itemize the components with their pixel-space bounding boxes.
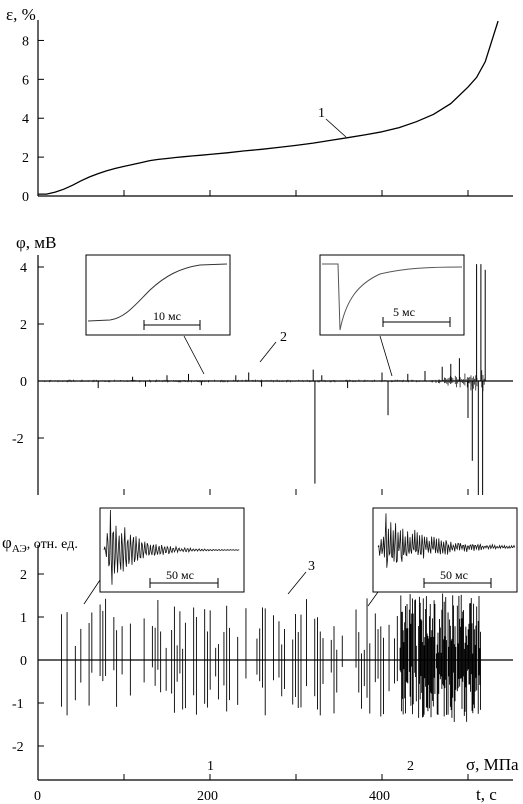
inset-right-scale-label: 5 мс [393, 305, 415, 319]
acoustic-y-tick-label: -1 [12, 697, 24, 712]
acoustic-inset-right: 50 мс [367, 507, 518, 607]
panel-strain: 0 2 4 6 8 ε, % 1 [6, 5, 513, 205]
strain-curve-label: 1 [318, 106, 325, 121]
sigma-tick-label: 2 [407, 759, 414, 774]
potential-inset-left: 10 мс [85, 254, 231, 375]
panel-potential: -2 0 2 4 φ, мВ 2 10 мс 5 мс [12, 233, 513, 495]
potential-y-title: φ, мВ [16, 233, 56, 252]
strain-curve [38, 20, 499, 195]
ae-inset-left-scale-label: 50 мс [166, 568, 194, 582]
time-x-tick-label: 0 [34, 789, 41, 804]
time-axis-title: t, с [476, 785, 497, 804]
potential-curve-label: 2 [280, 330, 287, 345]
acoustic-y-tick-label: 1 [20, 611, 27, 626]
acoustic-curve-leader [287, 571, 307, 595]
time-x-tick-label: 200 [197, 789, 218, 804]
acoustic-curve-label: 3 [308, 559, 315, 574]
inset-right-pointer [379, 335, 393, 377]
inset-right-trace [322, 263, 463, 331]
potential-curve-leader [259, 341, 277, 363]
sigma-axis-title: σ, МПа [466, 755, 519, 774]
strain-y-tick-label: 6 [22, 73, 29, 88]
acoustic-inset-left: 50 мс [83, 507, 245, 605]
potential-y-tick-label: 4 [20, 261, 27, 276]
strain-y-tick-label: 0 [22, 190, 29, 205]
ae-inset-right-wave [377, 513, 516, 568]
inset-left-trace [87, 263, 228, 322]
potential-y-tick-label: -2 [12, 432, 24, 447]
acoustic-y-title-suffix: , отн. ед. [27, 537, 78, 552]
acoustic-y-tick-label: 0 [20, 654, 27, 669]
potential-y-tick-label: 2 [20, 318, 27, 333]
acoustic-y-tick-label: -2 [12, 740, 24, 755]
sigma-tick-label: 1 [207, 759, 214, 774]
potential-y-tick-label: 0 [20, 375, 27, 390]
ae-inset-left-pointer [83, 579, 101, 605]
inset-left-pointer [183, 335, 205, 375]
strain-y-tick-label: 4 [22, 112, 29, 127]
strain-y-title: ε, % [6, 5, 36, 24]
ae-inset-right-scale-label: 50 мс [440, 568, 468, 582]
acoustic-y-title: φАЭ, отн. ед. [2, 533, 78, 555]
potential-inset-right: 5 мс [319, 254, 465, 377]
acoustic-y-title-sub: АЭ [12, 543, 27, 555]
strain-curve-leader [325, 118, 347, 138]
strain-y-tick-label: 8 [22, 34, 29, 49]
acoustic-y-tick-label: 2 [20, 568, 27, 583]
acoustic-bursts [61, 593, 482, 722]
ae-inset-left-wave [103, 509, 240, 585]
inset-left-scale-label: 10 мс [153, 309, 181, 323]
ae-inset-right-pointer [367, 591, 379, 607]
strain-y-tick-label: 2 [22, 151, 29, 166]
time-x-tick-label: 400 [369, 789, 390, 804]
potential-noise [41, 370, 485, 392]
